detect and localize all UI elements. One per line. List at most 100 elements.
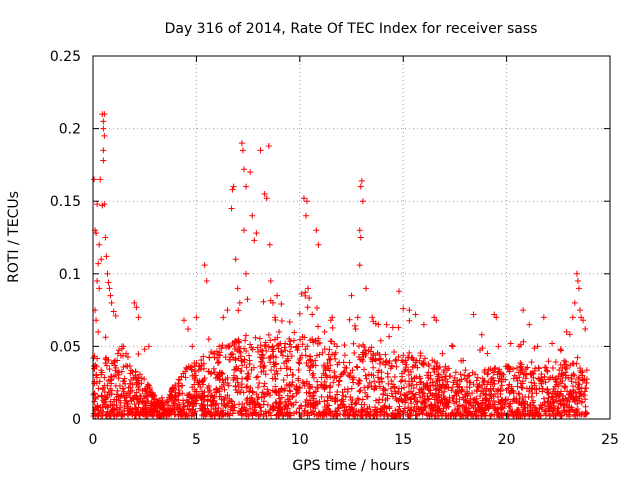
data-point [558, 371, 565, 378]
data-point [435, 371, 442, 378]
data-point [334, 361, 341, 368]
data-point [117, 393, 124, 400]
data-point [213, 387, 220, 394]
data-point [291, 410, 298, 417]
data-point [263, 195, 270, 202]
data-point [557, 346, 564, 353]
data-point [294, 387, 301, 394]
data-point [408, 382, 415, 389]
data-point [348, 401, 355, 408]
data-point [375, 321, 382, 328]
data-point [381, 409, 388, 416]
data-point [254, 396, 261, 403]
data-point [531, 345, 538, 352]
data-point [450, 395, 457, 402]
data-point [136, 399, 143, 406]
data-point [365, 371, 372, 378]
data-point [400, 407, 407, 414]
data-point [300, 195, 307, 202]
data-point [224, 392, 231, 399]
data-point [134, 396, 141, 403]
data-point [479, 382, 486, 389]
data-point [176, 390, 183, 397]
data-point [199, 403, 206, 410]
data-point [323, 372, 330, 379]
data-point [511, 397, 518, 404]
data-point [537, 412, 544, 419]
data-point [485, 366, 492, 373]
data-point [357, 234, 364, 241]
data-point [104, 412, 111, 419]
data-point [193, 314, 200, 321]
data-point [297, 336, 304, 343]
data-point [514, 383, 521, 390]
data-point [517, 359, 524, 366]
data-point [477, 393, 484, 400]
data-point [347, 370, 354, 377]
data-point [382, 351, 389, 358]
data-point [427, 387, 434, 394]
data-point [458, 357, 465, 364]
data-point [272, 383, 279, 390]
data-point [185, 399, 192, 406]
data-point [531, 380, 538, 387]
data-point [332, 349, 339, 356]
data-point [263, 412, 270, 419]
data-point [411, 374, 418, 381]
data-point [528, 371, 535, 378]
data-point [303, 212, 310, 219]
data-point [524, 364, 531, 371]
data-point [289, 371, 296, 378]
data-point [258, 368, 265, 375]
data-point [518, 402, 525, 409]
data-point [512, 411, 519, 418]
data-point [104, 394, 111, 401]
y-tick-label: 0.25 [50, 49, 81, 65]
data-point [332, 408, 339, 415]
data-point [558, 347, 565, 354]
data-point [129, 369, 136, 376]
grid [93, 56, 610, 419]
data-point [205, 383, 212, 390]
x-tick-label: 5 [192, 432, 201, 448]
data-point [170, 400, 177, 407]
data-point [376, 379, 383, 386]
data-point [274, 292, 281, 299]
data-point [104, 403, 111, 410]
data-point [559, 365, 566, 372]
data-point [247, 169, 254, 176]
data-point [350, 412, 357, 419]
data-point [505, 396, 512, 403]
data-point [552, 412, 559, 419]
data-point [202, 412, 209, 419]
data-point [353, 400, 360, 407]
data-point [496, 412, 503, 419]
y-tick-label: 0 [72, 412, 81, 428]
data-point [358, 177, 365, 184]
data-point [367, 408, 374, 415]
data-point [370, 364, 377, 371]
data-point [443, 412, 450, 419]
data-point [314, 305, 321, 312]
data-point [375, 374, 382, 381]
data-point [227, 356, 234, 363]
data-point [544, 367, 551, 374]
data-point [145, 343, 152, 350]
data-point [392, 357, 399, 364]
data-point [264, 401, 271, 408]
data-point [528, 379, 535, 386]
data-point [573, 270, 580, 277]
data-point [247, 384, 254, 391]
data-point [506, 366, 513, 373]
data-point [474, 400, 481, 407]
data-point [273, 388, 280, 395]
data-point [568, 372, 575, 379]
data-point [260, 355, 267, 362]
data-point [207, 397, 214, 404]
data-point [440, 381, 447, 388]
data-point [282, 340, 289, 347]
data-point [94, 278, 101, 285]
data-point [168, 388, 175, 395]
data-point [281, 344, 288, 351]
data-point [239, 401, 246, 408]
